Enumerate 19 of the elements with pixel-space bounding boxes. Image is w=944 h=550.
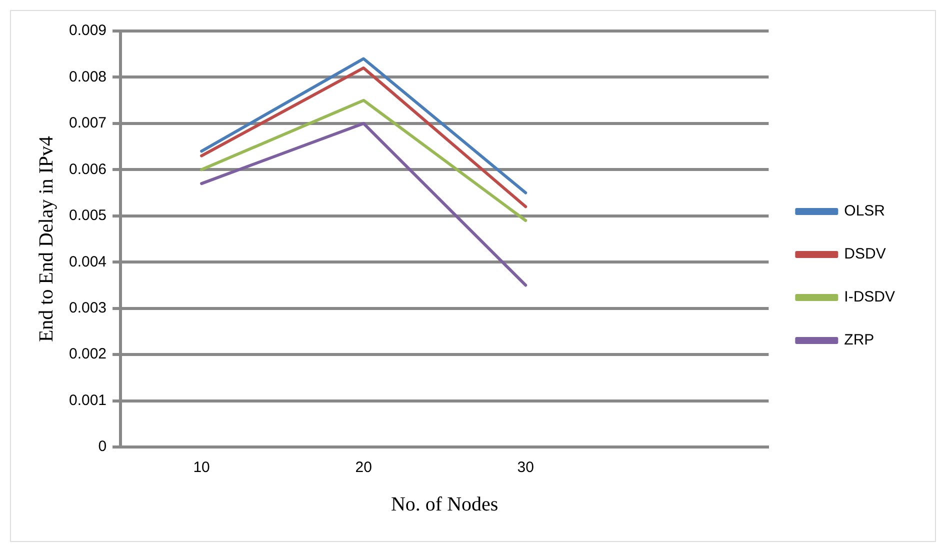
y-tick-label: 0.008	[68, 68, 107, 86]
x-axis-title: No. of Nodes	[390, 493, 498, 516]
y-tick-label: 0.006	[68, 160, 107, 178]
legend-label: ZRP	[844, 332, 874, 349]
legend-label: I-DSDV	[844, 288, 896, 306]
y-tick-label: 0.005	[68, 207, 107, 224]
legend-label: OLSR	[844, 202, 886, 220]
x-tick-label: 30	[517, 459, 534, 476]
y-axis-title: End to End Delay in IPv4	[35, 136, 58, 342]
y-tick-label: 0.007	[68, 114, 107, 132]
y-tick-label: 0	[98, 438, 107, 456]
y-tick-label: 0.003	[68, 299, 107, 316]
x-tick-label: 20	[355, 459, 372, 476]
x-tick-label: 10	[193, 459, 210, 476]
legend-label: DSDV	[844, 246, 886, 263]
y-tick-label: 0.009	[68, 22, 107, 40]
y-tick-label: 0.002	[68, 346, 107, 363]
y-tick-label: 0.001	[68, 392, 107, 409]
y-tick-label: 0.004	[68, 253, 107, 270]
